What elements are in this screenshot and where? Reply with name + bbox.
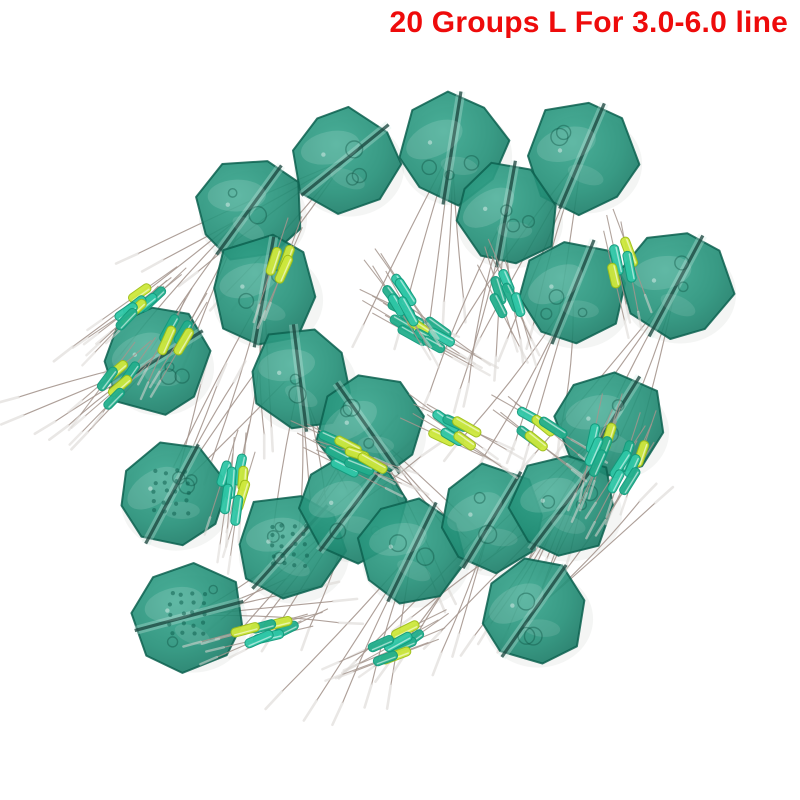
product-title: 20 Groups L For 3.0-6.0 line xyxy=(389,6,788,39)
